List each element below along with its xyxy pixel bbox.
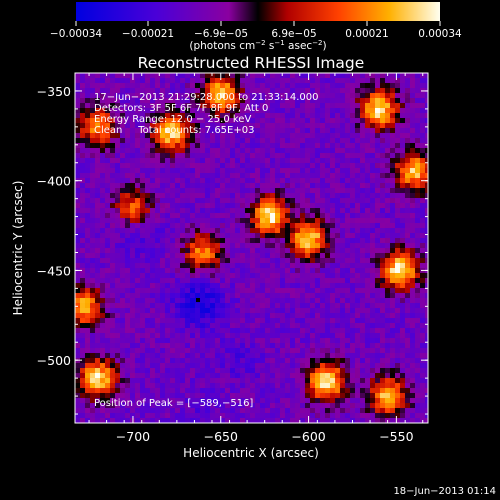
annotation-time: 17−Jun−2013 21:29:28.000 to 21:33:14.000 [94,92,319,103]
colorbar: −0.00034 −0.00021 −6.9e−05 6.9e−05 0.00021 0.… [50,2,462,52]
annotations: 17−Jun−2013 21:29:28.000 to 21:33:14.000… [94,92,319,409]
annotation-energy: Energy Range: 12.0 − 25.0 keV [94,114,251,125]
y-tick-label: −350 [37,84,71,99]
y-tick-label: −500 [37,353,71,368]
plot-area [75,73,428,423]
annotation-clean: Clean Total counts: 7.65E+03 [94,125,254,136]
x-tick-label: −600 [291,429,325,444]
colorbar-units: (photons cm−2 s−1 asec−2) [189,39,326,52]
colorbar-tick-label: 6.9e−05 [271,28,316,40]
x-tick-label: −550 [379,429,413,444]
x-tick-label: −650 [204,429,238,444]
annotation-peak: Position of Peak = [−589,−516] [94,398,253,409]
heatmap-cells [75,73,428,423]
x-axis-label: Heliocentric X (arcsec) [183,446,319,460]
colorbar-tick-label: −0.00034 [50,28,103,40]
y-tick-label: −450 [37,263,71,278]
colorbar-tick-label: −6.9e−05 [194,28,248,40]
colorbar-tick-label: 0.00021 [345,28,388,40]
plot-frame [74,72,429,424]
colorbar-gradient [76,2,440,21]
y-tick-label: −400 [37,174,71,189]
axis-ticks: −700 −650 −600 −550 −350 −400 −450 −500 [37,72,428,444]
x-tick-label: −700 [116,429,150,444]
y-axis-label: Heliocentric Y (arcsec) [11,181,25,316]
peak-marker [196,298,200,302]
footer-timestamp: 18−Jun−2013 01:14 [393,486,496,497]
colorbar-tick-label: 0.00034 [418,28,462,40]
chart-title: Reconstructed RHESSI Image [138,54,365,72]
colorbar-tick-label: −0.00021 [122,28,174,40]
annotation-detectors: Detectors: 3F 5F 6F 7F 8F 9F, Att 0 [94,103,268,114]
